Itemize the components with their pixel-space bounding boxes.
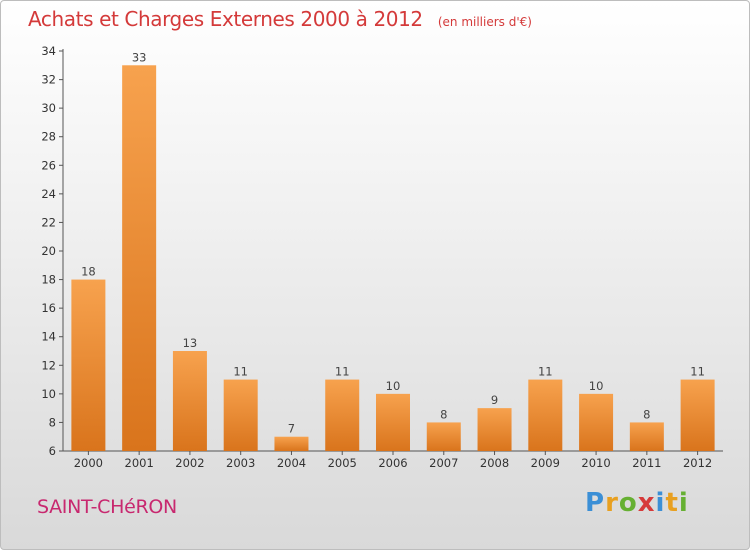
logo-letter: i xyxy=(655,488,666,518)
data-label-2009: 11 xyxy=(538,365,553,379)
y-tick-label: 22 xyxy=(41,215,56,229)
chart-unit: (en milliers d'€) xyxy=(437,15,532,29)
y-tick-label: 16 xyxy=(41,301,56,315)
bar-2012 xyxy=(680,379,715,451)
y-tick-label: 32 xyxy=(41,73,56,87)
y-tick-label: 18 xyxy=(41,273,56,287)
y-tick-label: 10 xyxy=(41,387,56,401)
bar-2003 xyxy=(223,379,258,451)
bars xyxy=(71,65,715,452)
data-label-2006: 10 xyxy=(386,379,401,393)
data-label-2001: 33 xyxy=(132,50,147,64)
x-tick-label-2002: 2002 xyxy=(175,456,204,470)
data-labels: 18 33 13 11 7 11 10 8 9 11 10 8 11 xyxy=(81,50,705,435)
bar-2010 xyxy=(579,393,614,451)
data-label-2004: 7 xyxy=(288,422,295,436)
bar-2001 xyxy=(122,65,157,452)
x-tick-label-2001: 2001 xyxy=(125,456,154,470)
x-tick-label-2003: 2003 xyxy=(226,456,255,470)
city-name: SAINT-CHéRON xyxy=(37,496,177,518)
x-tick-label-2011: 2011 xyxy=(632,456,661,470)
y-tick-label: 20 xyxy=(41,244,56,258)
data-label-2002: 13 xyxy=(183,336,198,350)
chart-title: Achats et Charges Externes 2000 à 2012 xyxy=(28,7,423,31)
logo-letter: P xyxy=(585,488,606,518)
data-label-2000: 18 xyxy=(81,265,96,279)
y-tick-label: 12 xyxy=(41,358,56,372)
y-tick-label: 34 xyxy=(41,44,56,58)
x-tick-label-2005: 2005 xyxy=(328,456,357,470)
x-tick-label-2004: 2004 xyxy=(277,456,306,470)
bar-2005 xyxy=(325,379,360,451)
y-tick-label: 28 xyxy=(41,130,56,144)
data-label-2012: 11 xyxy=(690,365,705,379)
x-tick-label-2000: 2000 xyxy=(74,456,103,470)
logo-letter: t xyxy=(665,488,679,518)
axes: 6 8 10 12 14 16 18 20 22 24 26 28 30 32 34 2000 2001 2002… xyxy=(41,44,723,470)
y-tick-label: 6 xyxy=(49,444,56,458)
bar-2009 xyxy=(528,379,563,451)
x-tick-label-2006: 2006 xyxy=(378,456,407,470)
x-tick-label-2008: 2008 xyxy=(480,456,509,470)
x-tick-label-2009: 2009 xyxy=(531,456,560,470)
proxiti-logo: Proxiti xyxy=(585,488,689,518)
x-tick-label-2007: 2007 xyxy=(429,456,458,470)
data-label-2003: 11 xyxy=(233,365,248,379)
data-label-2005: 11 xyxy=(335,365,350,379)
data-label-2008: 9 xyxy=(491,393,498,407)
bar-2011 xyxy=(629,422,664,451)
y-tick-label: 30 xyxy=(41,101,56,115)
bar-2007 xyxy=(426,422,461,451)
y-tick-label: 24 xyxy=(41,187,56,201)
bar-2008 xyxy=(477,408,512,451)
logo-letter: r xyxy=(605,488,619,518)
bar-2000 xyxy=(71,279,106,451)
data-label-2011: 8 xyxy=(643,407,650,421)
logo-letter: i xyxy=(678,488,689,518)
logo-letter: x xyxy=(637,488,656,518)
logo-letter: o xyxy=(618,488,638,518)
data-label-2010: 10 xyxy=(589,379,604,393)
y-tick-label: 8 xyxy=(49,415,56,429)
y-tick-label: 26 xyxy=(41,158,56,172)
bar-2006 xyxy=(376,393,410,451)
data-label-2007: 8 xyxy=(440,407,447,421)
x-tick-label-2012: 2012 xyxy=(683,456,712,470)
y-tick-label: 14 xyxy=(41,330,56,344)
bar-2004 xyxy=(274,436,309,451)
x-tick-label-2010: 2010 xyxy=(581,456,610,470)
title-row: Achats et Charges Externes 2000 à 2012 (… xyxy=(28,7,532,31)
bar-2002 xyxy=(172,351,207,451)
